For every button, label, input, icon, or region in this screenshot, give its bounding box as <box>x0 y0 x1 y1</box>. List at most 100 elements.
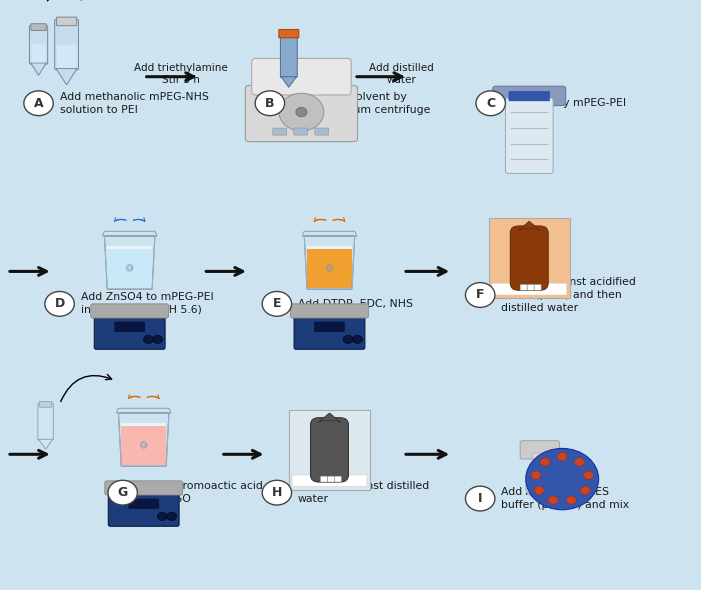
FancyBboxPatch shape <box>292 475 367 487</box>
Circle shape <box>255 91 285 116</box>
FancyBboxPatch shape <box>327 476 334 482</box>
Text: E: E <box>273 297 281 310</box>
Text: F: F <box>476 289 484 301</box>
Polygon shape <box>31 63 46 76</box>
Circle shape <box>296 107 307 117</box>
Circle shape <box>557 453 567 461</box>
Circle shape <box>574 458 584 466</box>
Circle shape <box>343 335 353 343</box>
FancyBboxPatch shape <box>273 128 287 135</box>
Text: Add triethylamine
Stir 3 h: Add triethylamine Stir 3 h <box>134 63 228 85</box>
Circle shape <box>108 480 137 505</box>
Circle shape <box>465 283 495 307</box>
Text: Add As-21 in HEPES
buffer (pH 7.4) and mix: Add As-21 in HEPES buffer (pH 7.4) and m… <box>501 487 629 510</box>
Circle shape <box>262 291 292 316</box>
Circle shape <box>144 335 154 343</box>
Text: Add distilled
water: Add distilled water <box>369 63 433 85</box>
Circle shape <box>566 496 576 504</box>
Circle shape <box>548 496 558 504</box>
FancyBboxPatch shape <box>489 218 569 298</box>
Circle shape <box>540 458 550 466</box>
FancyBboxPatch shape <box>505 98 553 173</box>
FancyBboxPatch shape <box>334 476 341 482</box>
Text: Add methanolic mPEG-NHS
solution to PEI: Add methanolic mPEG-NHS solution to PEI <box>60 91 208 115</box>
Circle shape <box>24 91 53 116</box>
FancyBboxPatch shape <box>38 404 53 440</box>
FancyBboxPatch shape <box>104 481 182 495</box>
FancyBboxPatch shape <box>57 45 76 68</box>
Text: C: C <box>486 97 496 110</box>
FancyBboxPatch shape <box>294 313 365 349</box>
FancyBboxPatch shape <box>31 24 46 31</box>
FancyBboxPatch shape <box>493 86 566 106</box>
Circle shape <box>158 512 168 520</box>
FancyBboxPatch shape <box>311 418 348 482</box>
Polygon shape <box>56 68 77 85</box>
Text: Dialysis against acidified
water (pH 4) and then
distilled water: Dialysis against acidified water (pH 4) … <box>501 277 636 313</box>
FancyBboxPatch shape <box>533 453 547 488</box>
FancyBboxPatch shape <box>510 226 548 290</box>
Circle shape <box>279 93 324 131</box>
Polygon shape <box>318 413 341 422</box>
Text: A: A <box>34 97 43 110</box>
FancyBboxPatch shape <box>245 86 358 142</box>
Polygon shape <box>121 422 166 426</box>
FancyBboxPatch shape <box>252 58 351 95</box>
Circle shape <box>526 448 599 510</box>
Circle shape <box>583 471 593 479</box>
FancyBboxPatch shape <box>492 283 567 295</box>
Circle shape <box>476 91 505 116</box>
FancyBboxPatch shape <box>291 304 369 318</box>
Text: Add DTDP, EDC, NHS: Add DTDP, EDC, NHS <box>298 299 413 309</box>
Polygon shape <box>307 247 352 288</box>
FancyBboxPatch shape <box>32 44 46 63</box>
Circle shape <box>262 480 292 505</box>
FancyBboxPatch shape <box>108 490 179 526</box>
FancyBboxPatch shape <box>314 322 345 332</box>
Text: I: I <box>478 492 482 505</box>
Circle shape <box>45 291 74 316</box>
FancyBboxPatch shape <box>29 25 48 64</box>
FancyBboxPatch shape <box>280 32 297 77</box>
Text: Add ZnSO4 to mPEG-PEI
in MES buffer (pH 5.6): Add ZnSO4 to mPEG-PEI in MES buffer (pH … <box>81 292 213 316</box>
Circle shape <box>534 486 544 494</box>
Polygon shape <box>39 439 53 450</box>
Circle shape <box>526 475 554 499</box>
FancyBboxPatch shape <box>315 128 329 135</box>
Polygon shape <box>107 245 152 249</box>
Text: Add boromoactic acid
in DMSO: Add boromoactic acid in DMSO <box>144 481 263 504</box>
Circle shape <box>167 512 177 520</box>
Circle shape <box>353 335 362 343</box>
Circle shape <box>153 335 163 343</box>
FancyBboxPatch shape <box>279 30 299 38</box>
FancyBboxPatch shape <box>294 128 308 135</box>
Text: G: G <box>118 486 128 499</box>
Text: B: B <box>265 97 275 110</box>
FancyBboxPatch shape <box>91 304 168 318</box>
Polygon shape <box>518 221 540 231</box>
Circle shape <box>465 486 495 511</box>
FancyBboxPatch shape <box>520 284 527 290</box>
Text: Freeze-dry mPEG-PEI: Freeze-dry mPEG-PEI <box>512 99 626 108</box>
FancyBboxPatch shape <box>128 499 159 509</box>
FancyBboxPatch shape <box>56 17 77 25</box>
FancyBboxPatch shape <box>39 402 52 407</box>
Circle shape <box>580 486 590 494</box>
Polygon shape <box>121 424 166 465</box>
Text: Dialysis against distilled
water: Dialysis against distilled water <box>298 481 429 504</box>
FancyBboxPatch shape <box>527 284 534 290</box>
FancyBboxPatch shape <box>509 91 550 101</box>
Polygon shape <box>107 247 152 288</box>
FancyBboxPatch shape <box>289 410 370 490</box>
FancyBboxPatch shape <box>520 441 559 459</box>
FancyBboxPatch shape <box>114 322 145 332</box>
Text: D: D <box>55 297 64 310</box>
Text: Evaporate solvent by
speed vacuum centrifuge: Evaporate solvent by speed vacuum centri… <box>291 91 430 115</box>
Polygon shape <box>307 245 352 249</box>
FancyBboxPatch shape <box>320 476 327 482</box>
FancyBboxPatch shape <box>94 313 165 349</box>
FancyBboxPatch shape <box>534 284 541 290</box>
Text: H: H <box>272 486 282 499</box>
FancyBboxPatch shape <box>55 19 79 70</box>
Circle shape <box>531 471 541 479</box>
